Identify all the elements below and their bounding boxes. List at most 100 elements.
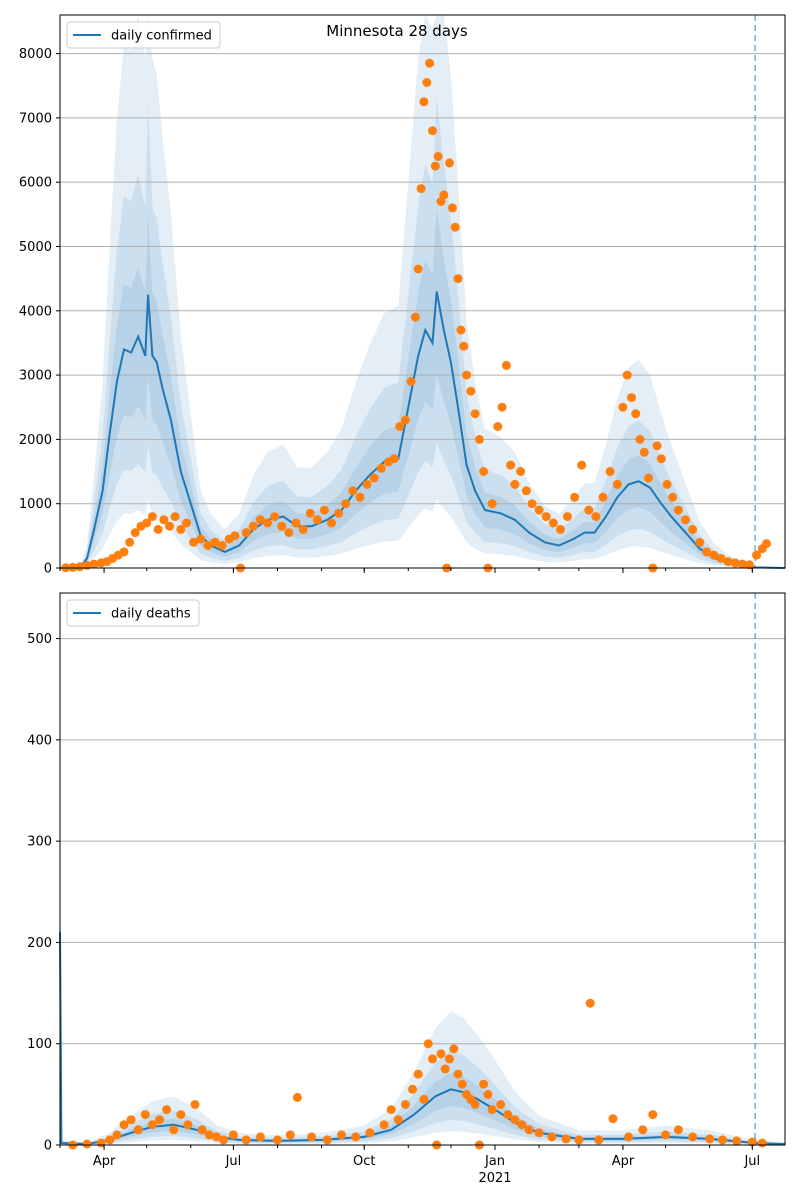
- deaths-ytick-label-5: 500: [27, 632, 52, 647]
- deaths-point-44: [449, 1044, 459, 1054]
- confirmed-point-105: [644, 473, 653, 483]
- deaths-point-9: [147, 1120, 157, 1130]
- confirmed-uncertainty-bands: [60, 15, 785, 569]
- confirmed-y-ticks: 0 1000 2000 3000 4000 5000 6000 7000 8000: [19, 47, 60, 577]
- deaths-ytick-label-3: 300: [27, 835, 52, 850]
- confirmed-observed-points: [61, 58, 771, 573]
- confirmed-point-81: [501, 360, 511, 370]
- deaths-legend-label: daily deaths: [111, 607, 191, 622]
- confirmed-point-31: [255, 515, 265, 525]
- confirmed-point-37: [298, 524, 308, 534]
- confirmed-point-91: [563, 512, 572, 522]
- deaths-point-14: [183, 1120, 193, 1130]
- deaths-point-38: [423, 1039, 433, 1049]
- deaths-point-23: [273, 1135, 282, 1145]
- deaths-point-66: [624, 1132, 634, 1142]
- confirmed-point-57: [419, 97, 429, 107]
- confirmed-point-4: [89, 559, 99, 569]
- deaths-point-16: [197, 1125, 207, 1135]
- confirmed-point-13: [142, 518, 152, 528]
- confirmed-point-124: [762, 539, 771, 549]
- deaths-point-32: [386, 1105, 396, 1115]
- deaths-point-30: [365, 1128, 375, 1138]
- confirmed-ytick-label-0: 0: [44, 562, 52, 577]
- confirmed-point-2: [75, 562, 85, 572]
- deaths-xtick-label-4: Apr: [612, 1154, 635, 1169]
- confirmed-point-36: [291, 518, 301, 528]
- confirmed-point-58: [422, 78, 432, 87]
- confirmed-point-73: [466, 386, 476, 396]
- deaths-xtick-label-5: Jul: [743, 1154, 760, 1169]
- deaths-point-33: [393, 1115, 403, 1125]
- confirmed-point-70: [456, 325, 466, 335]
- confirmed-point-69: [453, 274, 463, 284]
- confirmed-point-68: [450, 222, 460, 232]
- deaths-point-43: [445, 1054, 454, 1064]
- confirmed-point-48: [376, 463, 386, 473]
- confirmed-point-86: [527, 499, 537, 509]
- deaths-point-37: [419, 1094, 429, 1104]
- confirmed-point-38: [305, 508, 315, 518]
- deaths-point-18: [211, 1132, 221, 1142]
- deaths-point-72: [705, 1134, 715, 1144]
- confirmed-point-121: [745, 560, 754, 570]
- deaths-point-1: [82, 1139, 92, 1149]
- confirmed-point-56: [416, 184, 426, 194]
- deaths-point-42: [440, 1064, 450, 1074]
- confirmed-point-119: [730, 558, 740, 568]
- deaths-point-45: [453, 1069, 463, 1079]
- deaths-point-22: [255, 1132, 265, 1142]
- confirmed-legend-box: [66, 21, 221, 49]
- confirmed-band-2: [60, 208, 785, 568]
- deaths-point-3: [105, 1135, 115, 1145]
- deaths-point-31: [379, 1120, 389, 1130]
- deaths-ytick-label-1: 100: [27, 1037, 52, 1052]
- deaths-point-4: [112, 1130, 122, 1140]
- deaths-xtick-label-3: Jan: [484, 1154, 505, 1169]
- confirmed-ytick-label-2: 2000: [19, 433, 52, 448]
- confirmed-point-108: [656, 454, 666, 464]
- confirmed-point-43: [341, 499, 351, 509]
- deaths-point-63: [585, 998, 595, 1008]
- confirmed-ytick-label-8: 8000: [19, 47, 52, 62]
- deaths-point-76: [757, 1138, 767, 1148]
- deaths-point-19: [219, 1135, 228, 1145]
- confirmed-point-104: [639, 447, 649, 457]
- deaths-point-39: [428, 1054, 437, 1064]
- deaths-frame-rect: [59, 592, 786, 1146]
- deaths-point-61: [561, 1134, 571, 1144]
- deaths-point-52: [483, 1089, 493, 1099]
- confirmed-point-93: [577, 460, 587, 470]
- confirmed-point-30: [248, 521, 258, 531]
- confirmed-point-84: [516, 467, 526, 476]
- confirmed-point-32: [263, 518, 272, 528]
- confirmed-ytick-label-6: 6000: [19, 176, 52, 191]
- deaths-point-74: [732, 1136, 742, 1146]
- confirmed-point-9: [119, 547, 129, 557]
- deaths-point-34: [400, 1100, 410, 1109]
- deaths-xtick-label-1: Jul: [225, 1154, 242, 1169]
- deaths-point-51: [479, 1079, 489, 1089]
- deaths-point-57: [517, 1120, 527, 1130]
- deaths-point-55: [503, 1110, 513, 1120]
- confirmed-point-62: [433, 152, 443, 161]
- deaths-point-54: [496, 1100, 506, 1109]
- confirmed-point-23: [203, 541, 213, 550]
- confirmed-point-109: [662, 479, 672, 489]
- confirmed-point-118: [723, 557, 733, 567]
- deaths-observed-points: [68, 998, 767, 1150]
- deaths-point-27: [322, 1135, 332, 1145]
- confirmed-point-72: [462, 370, 472, 380]
- deaths-point-59: [534, 1128, 544, 1138]
- confirmed-legend: daily confirmed: [66, 21, 221, 49]
- deaths-ytick-label-4: 400: [27, 733, 52, 748]
- deaths-point-35: [408, 1084, 417, 1094]
- confirmed-point-40: [319, 505, 329, 515]
- confirmed-point-122: [752, 550, 762, 560]
- confirmed-ytick-label-4: 4000: [19, 304, 52, 319]
- deaths-point-65: [608, 1114, 618, 1124]
- confirmed-point-99: [618, 402, 628, 412]
- deaths-point-29: [351, 1132, 361, 1142]
- confirmed-point-22: [196, 534, 206, 544]
